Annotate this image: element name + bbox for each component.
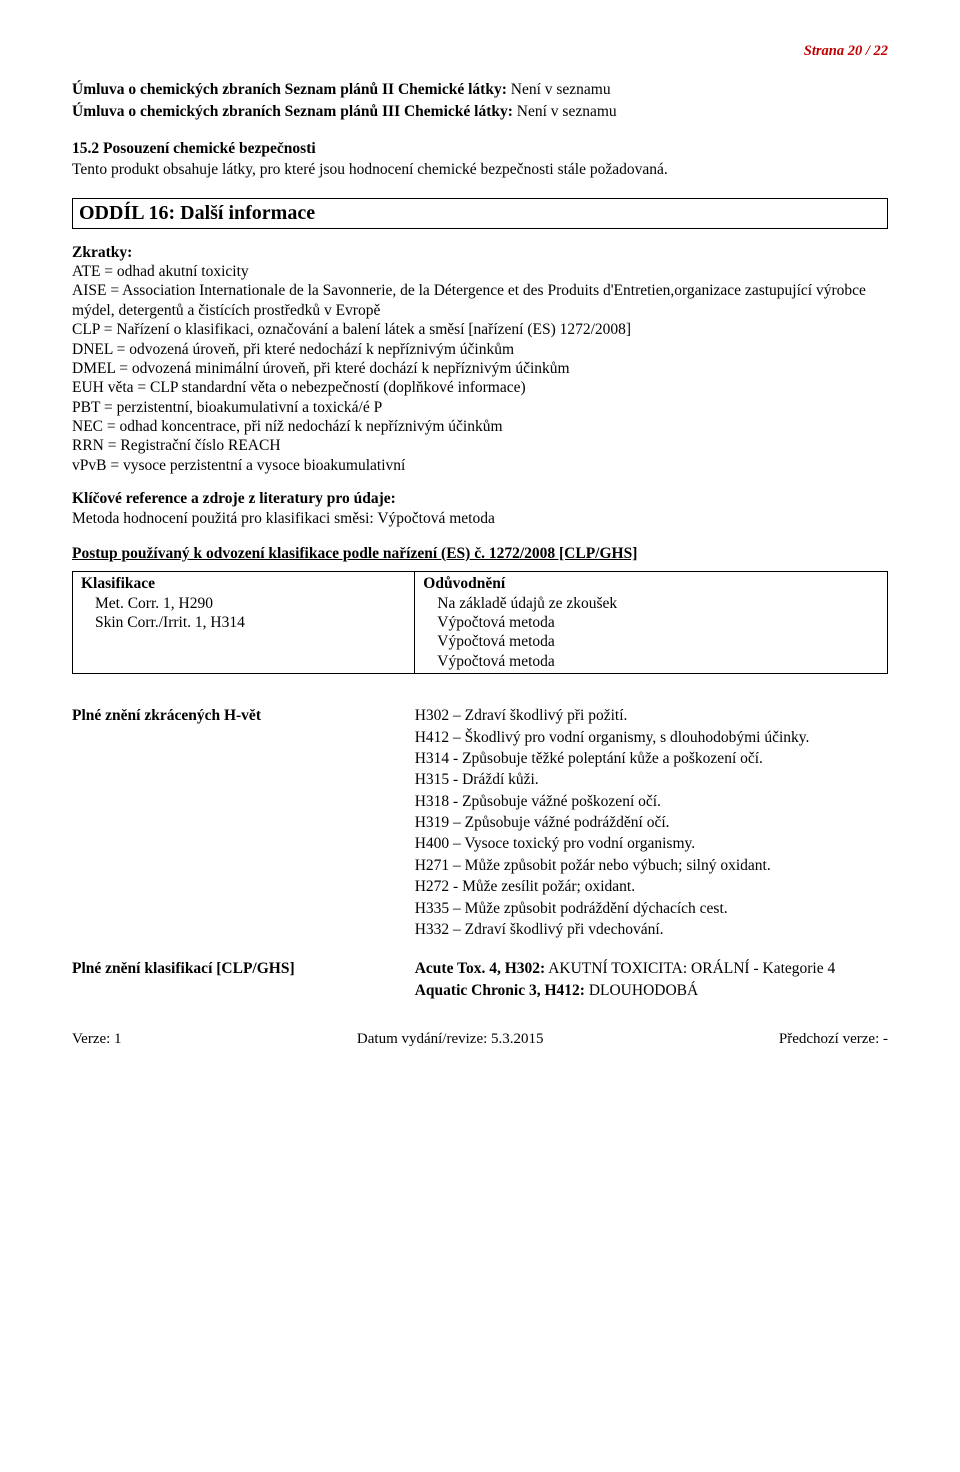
classification-table: Klasifikace Met. Corr. 1, H290 Skin Corr… [72,571,888,674]
clp-line-2-rest: DLOUHODOBÁ [585,982,698,999]
abbr-line: NEC = odhad koncentrace, při níž nedochá… [72,417,888,436]
abbr-line: EUH věta = CLP standardní věta o nebezpe… [72,378,888,397]
abbr-line: AISE = Association Internationale de la … [72,281,888,320]
h-line: H271 – Může způsobit požár nebo výbuch; … [415,856,888,875]
footer-date: Datum vydání/revize: 5.3.2015 [357,1030,544,1049]
just-line: Výpočtová metoda [423,652,879,671]
cw-value-2: Není v seznamu [517,103,617,120]
clp-block: Plné znění klasifikací [CLP/GHS] Acute T… [72,959,888,1002]
cw-label-2: Úmluva o chemických zbraních Seznam plán… [72,103,513,120]
h-line: H412 – Škodlivý pro vodní organismy, s d… [415,728,888,747]
footer-prev: Předchozí verze: - [779,1030,888,1049]
abbr-line: CLP = Nařízení o klasifikaci, označování… [72,320,888,339]
h-line: H400 – Vysoce toxický pro vodní organism… [415,834,888,853]
abbr-line: vPvB = vysoce perzistentní a vysoce bioa… [72,456,888,475]
table-row: Klasifikace Met. Corr. 1, H290 Skin Corr… [73,572,888,674]
th-classification: Klasifikace [81,575,155,592]
clp-line-2-bold: Aquatic Chronic 3, H412: [415,982,585,999]
section-16-title: ODDÍL 16: Další informace [72,198,888,229]
clp-list: Acute Tox. 4, H302: AKUTNÍ TOXICITA: ORÁ… [415,959,888,1002]
clp-line-1-rest: AKUTNÍ TOXICITA: ORÁLNÍ - Kategorie 4 [545,960,835,977]
abbr-heading: Zkratky: [72,243,888,262]
h-line: H332 – Zdraví škodlivý při vdechování. [415,920,888,939]
page-footer: Verze: 1 Datum vydání/revize: 5.3.2015 P… [72,1030,888,1049]
h-statements-heading: Plné znění zkrácených H-vět [72,706,415,941]
clp-heading: Plné znění klasifikací [CLP/GHS] [72,959,415,1002]
cw-value-1: Není v seznamu [511,81,611,98]
cw-line-2: Úmluva o chemických zbraních Seznam plán… [72,102,888,121]
proc-heading: Postup používaný k odvození klasifikace … [72,544,888,563]
h-statements-block: Plné znění zkrácených H-vět H302 – Zdrav… [72,706,888,941]
clp-line-1: Acute Tox. 4, H302: AKUTNÍ TOXICITA: ORÁ… [415,959,888,978]
page-number-header: Strana 20 / 22 [72,42,888,60]
abbr-line: DMEL = odvozená minimální úroveň, při kt… [72,359,888,378]
h-line: H319 – Způsobuje vážné podráždění očí. [415,813,888,832]
class-line: Skin Corr./Irrit. 1, H314 [81,613,406,632]
abbr-line: RRN = Registrační číslo REACH [72,436,888,455]
refs-heading: Klíčové reference a zdroje z literatury … [72,489,888,508]
s15-text: Tento produkt obsahuje látky, pro které … [72,160,888,179]
abbr-line: ATE = odhad akutní toxicity [72,262,888,281]
h-line: H318 - Způsobuje vážné poškození očí. [415,792,888,811]
h-statements-list: H302 – Zdraví škodlivý při požití. H412 … [415,706,888,941]
h-line: H302 – Zdraví škodlivý při požití. [415,706,888,725]
just-line: Na základě údajů ze zkoušek [423,594,879,613]
h-line: H335 – Může způsobit podráždění dýchacíc… [415,899,888,918]
s15-heading: 15.2 Posouzení chemické bezpečnosti [72,139,888,158]
th-justification: Odůvodnění [423,575,505,592]
h-line: H315 - Dráždí kůži. [415,770,888,789]
chemical-weapons-block: Úmluva o chemických zbraních Seznam plán… [72,80,888,121]
clp-line-1-bold: Acute Tox. 4, H302: [415,960,545,977]
just-line: Výpočtová metoda [423,613,879,632]
class-line: Met. Corr. 1, H290 [81,594,406,613]
abbr-line: DNEL = odvozená úroveň, při které nedoch… [72,340,888,359]
abbr-line: PBT = perzistentní, bioakumulativní a to… [72,398,888,417]
h-line: H314 - Způsobuje těžké poleptání kůže a … [415,749,888,768]
cw-label-1: Úmluva o chemických zbraních Seznam plán… [72,81,507,98]
clp-line-2: Aquatic Chronic 3, H412: DLOUHODOBÁ [415,981,888,1000]
abbr-list: ATE = odhad akutní toxicity AISE = Assoc… [72,262,888,475]
refs-text: Metoda hodnocení použitá pro klasifikaci… [72,509,888,528]
just-line: Výpočtová metoda [423,632,879,651]
footer-version: Verze: 1 [72,1030,122,1049]
cw-line-1: Úmluva o chemických zbraních Seznam plán… [72,80,888,99]
h-line: H272 - Může zesílit požár; oxidant. [415,877,888,896]
